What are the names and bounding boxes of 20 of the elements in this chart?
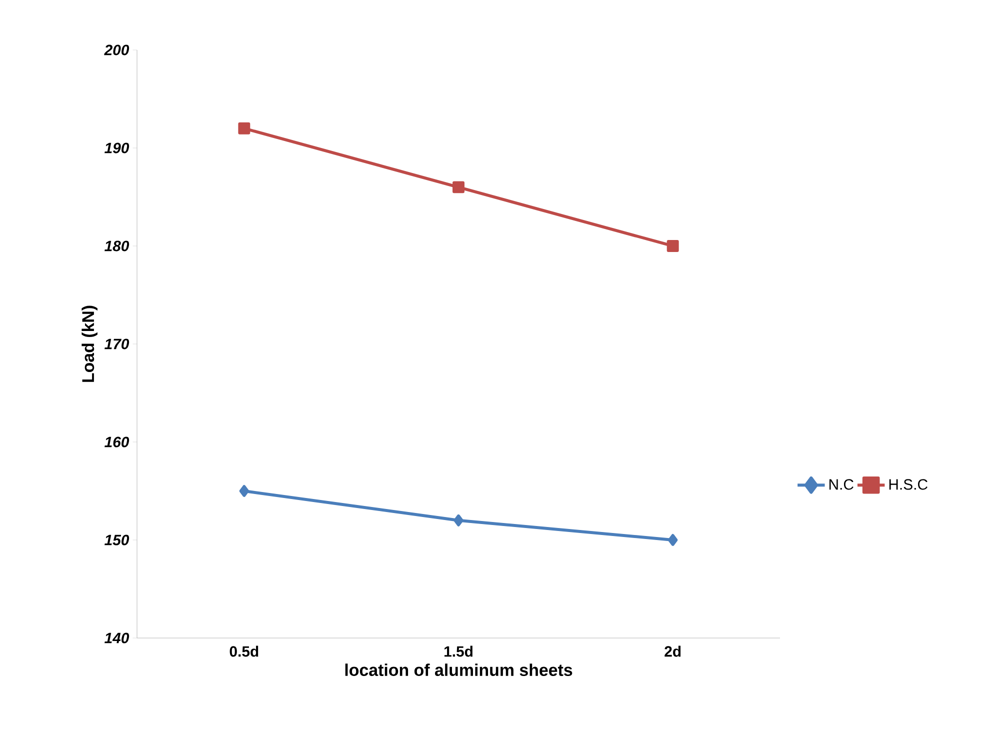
- x-tick-label: 0.5d: [230, 646, 258, 657]
- point: [454, 514, 464, 526]
- y-tick-label: 150: [104, 534, 130, 546]
- y-tick-label: 180: [104, 240, 130, 252]
- y-tick-label: 170: [104, 338, 130, 350]
- point: [668, 534, 678, 546]
- point: [238, 122, 250, 134]
- y-tick-label: 200: [104, 44, 130, 56]
- x-tick-label: 2d: [664, 646, 681, 657]
- point: [666, 240, 679, 252]
- x-tick-label: 1.5d: [444, 646, 472, 657]
- point: [452, 181, 464, 194]
- y-tick-label: 160: [104, 436, 130, 448]
- legend-label: N.C: [829, 479, 854, 490]
- y-axis-title: Load (kN): [82, 306, 98, 382]
- x-axis-title: location of aluminum sheets: [345, 664, 572, 676]
- point: [239, 485, 250, 497]
- legend-label: H.S.C: [889, 479, 928, 490]
- y-tick-label: 140: [104, 632, 130, 644]
- y-tick-label: 190: [104, 142, 130, 154]
